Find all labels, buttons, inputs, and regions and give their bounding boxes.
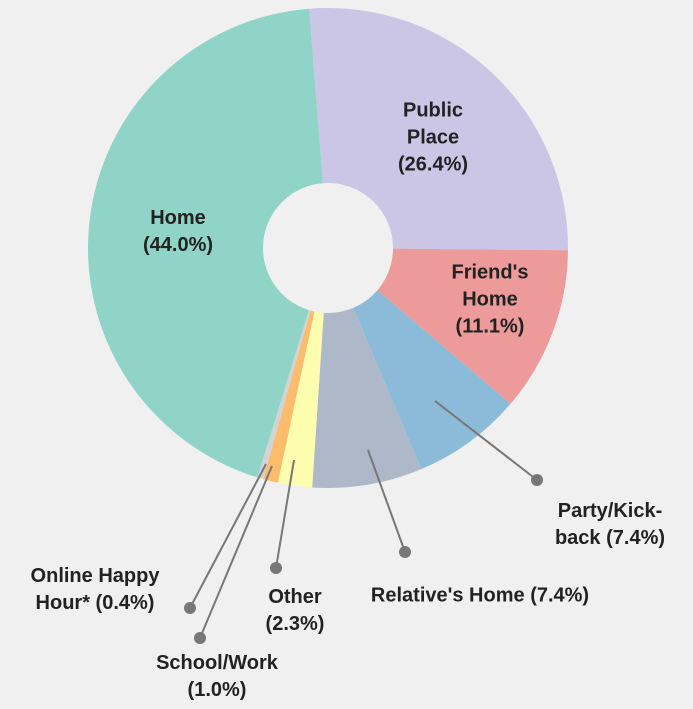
leader-dot (399, 546, 411, 558)
slice-label: Public Place (26.4%) (386, 98, 481, 179)
leader-line (434, 400, 538, 481)
category-name: Home (150, 207, 206, 229)
value-label: (7.4%) (606, 527, 666, 549)
slice-label: Home (44.0%) (131, 205, 226, 259)
leader-line (367, 449, 406, 553)
donut-slice (277, 311, 324, 488)
leader-line (275, 459, 295, 569)
slice-label: Other (2.3%) (250, 584, 340, 638)
category-name: Relative's Home (370, 584, 525, 607)
category-name: Friend's Home (451, 261, 529, 311)
value-label: (26.4%) (397, 153, 469, 176)
slice-label: Friend's Home (11.1%) (440, 260, 540, 341)
value-label: (44.0%) (142, 234, 214, 256)
leader-dot (184, 602, 196, 614)
value-label: (0.4%) (95, 592, 155, 614)
donut-slice (312, 307, 422, 488)
value-label: (7.4%) (530, 584, 590, 607)
donut-slice (309, 8, 568, 251)
slice-label: Online Happy Hour* (0.4%) (5, 563, 185, 617)
category-name: Public Place (402, 99, 463, 149)
category-name: Party/Kick-back (554, 500, 663, 549)
category-name: Online Happy Hour* (30, 565, 160, 614)
donut-slice (353, 290, 511, 470)
leader-dot (531, 474, 543, 486)
donut-slice (377, 248, 568, 404)
leader-dot (270, 562, 282, 574)
donut-slice (88, 8, 323, 478)
category-name: School/Work (156, 652, 278, 674)
slice-label: School/Work (1.0%) (127, 650, 307, 704)
donut-slice (257, 310, 311, 480)
leader-dot (194, 632, 206, 644)
donut-slice (263, 310, 315, 483)
value-label: (2.3%) (265, 613, 325, 635)
leader-line (189, 463, 267, 609)
slice-label: Party/Kick-back (7.4%) (540, 498, 680, 552)
value-label: (11.1%) (455, 315, 525, 338)
slice-label: Relative's Home (7.4%) (370, 583, 590, 610)
leader-line (199, 465, 273, 639)
category-name: Other (268, 586, 322, 608)
value-label: (1.0%) (187, 679, 247, 701)
